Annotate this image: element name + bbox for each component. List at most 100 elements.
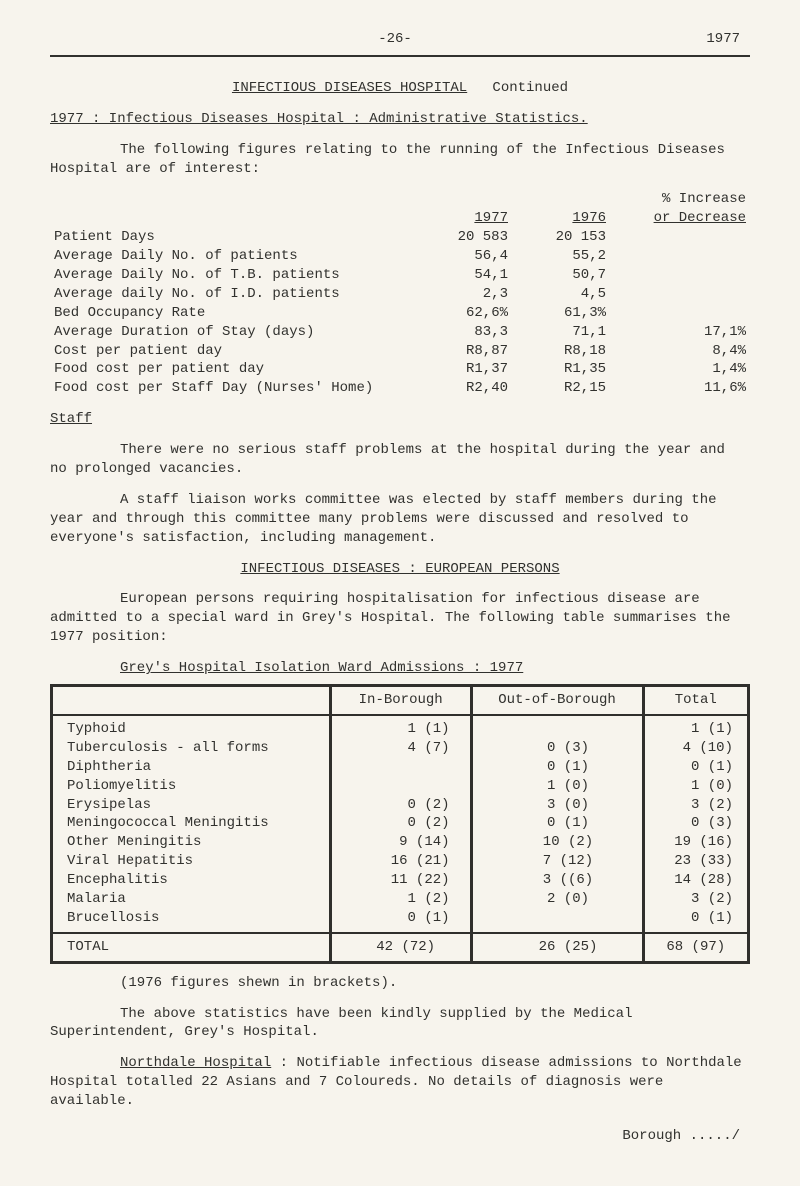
isolation-disease: Other Meningitis [52, 833, 331, 852]
stats-inc [610, 247, 750, 266]
header-year: 1977 [464, 30, 750, 49]
stats-1976: R2,15 [512, 379, 610, 398]
isolation-in [330, 777, 471, 796]
stats-row: Food cost per patient dayR1,37R1,351,4% [50, 360, 750, 379]
stats-label: Food cost per Staff Day (Nurses' Home) [50, 379, 414, 398]
isolation-in [330, 758, 471, 777]
table2-title: Grey's Hospital Isolation Ward Admission… [120, 659, 750, 678]
isolation-disease: Viral Hepatitis [52, 852, 331, 871]
title-line: INFECTIOUS DISEASES HOSPITAL Continued [50, 79, 750, 98]
stats-1977: R2,40 [414, 379, 512, 398]
stats-1976: R8,18 [512, 342, 610, 361]
isolation-total: 1 (0) [643, 777, 749, 796]
isolation-out: 0 (1) [471, 814, 643, 833]
isolation-disease: Encephalitis [52, 871, 331, 890]
stats-1976: 71,1 [512, 323, 610, 342]
isolation-row: Typhoid1 (1)1 (1) [52, 715, 749, 739]
isolation-total: 0 (1) [643, 758, 749, 777]
isolation-out [471, 715, 643, 739]
stats-inc: 8,4% [610, 342, 750, 361]
stats-inc: 17,1% [610, 323, 750, 342]
isolation-out [471, 909, 643, 933]
stats-row: Average Duration of Stay (days)83,371,11… [50, 323, 750, 342]
title-continued: Continued [492, 80, 568, 96]
stats-inc: 11,6% [610, 379, 750, 398]
staff-para-1: There were no serious staff problems at … [50, 441, 750, 479]
isolation-row: Diphtheria0 (1)0 (1) [52, 758, 749, 777]
northdale-label: Northdale Hospital [120, 1055, 271, 1071]
stats-head-1977: 1977 [474, 210, 508, 226]
stats-1976: R1,35 [512, 360, 610, 379]
isolation-out: 3 (0) [471, 796, 643, 815]
isolation-disease: Erysipelas [52, 796, 331, 815]
isolation-in: 1 (1) [330, 715, 471, 739]
isolation-row: Viral Hepatitis16 (21)7 (12)23 (33) [52, 852, 749, 871]
isolation-table: In-Borough Out-of-Borough Total Typhoid1… [50, 684, 750, 964]
isolation-out: 0 (1) [471, 758, 643, 777]
isolation-in: 0 (1) [330, 909, 471, 933]
isolation-total: 4 (10) [643, 739, 749, 758]
stats-head-inc1: % Increase [610, 190, 750, 209]
isolation-in: 11 (22) [330, 871, 471, 890]
staff-heading: Staff [50, 410, 750, 429]
stats-head-inc2: or Decrease [654, 210, 746, 226]
stats-row: Bed Occupancy Rate62,6%61,3% [50, 304, 750, 323]
header-spacer [50, 30, 326, 49]
stats-head-1976: 1976 [572, 210, 606, 226]
stats-row: Average daily No. of I.D. patients2,34,5 [50, 285, 750, 304]
isolation-total: 14 (28) [643, 871, 749, 890]
isolation-row: Other Meningitis9 (14)10 (2)19 (16) [52, 833, 749, 852]
section2-para: European persons requiring hospitalisati… [50, 590, 750, 647]
isolation-head-in: In-Borough [330, 686, 471, 715]
stats-label: Average Daily No. of patients [50, 247, 414, 266]
isolation-head-total: Total [643, 686, 749, 715]
isolation-row: Poliomyelitis1 (0)1 (0) [52, 777, 749, 796]
isolation-out: 2 (0) [471, 890, 643, 909]
staff-para-2: A staff liaison works committee was elec… [50, 491, 750, 548]
stats-label: Patient Days [50, 228, 414, 247]
isolation-row: Tuberculosis - all forms4 (7)0 (3)4 (10) [52, 739, 749, 758]
footnote-1: (1976 figures shewn in brackets). [120, 974, 750, 993]
stats-1977: 83,3 [414, 323, 512, 342]
isolation-disease: Meningococcal Meningitis [52, 814, 331, 833]
isolation-header-row: In-Borough Out-of-Borough Total [52, 686, 749, 715]
isolation-total: 0 (3) [643, 814, 749, 833]
intro-paragraph: The following figures relating to the ru… [50, 141, 750, 179]
stats-table: % Increase 1977 1976 or Decrease Patient… [50, 190, 750, 398]
stats-label: Average Daily No. of T.B. patients [50, 266, 414, 285]
stats-label: Food cost per patient day [50, 360, 414, 379]
isolation-total-in: 42 (72) [330, 933, 471, 962]
stats-row: Average Daily No. of patients56,455,2 [50, 247, 750, 266]
stats-inc [610, 228, 750, 247]
isolation-out: 0 (3) [471, 739, 643, 758]
isolation-disease: Tuberculosis - all forms [52, 739, 331, 758]
isolation-total-label: TOTAL [52, 933, 331, 962]
stats-1976: 61,3% [512, 304, 610, 323]
footnote-2: The above statistics have been kindly su… [50, 1005, 750, 1043]
page-header: -26- 1977 [50, 30, 750, 49]
isolation-out: 3 ((6) [471, 871, 643, 890]
stats-inc: 1,4% [610, 360, 750, 379]
section2-title: INFECTIOUS DISEASES : EUROPEAN PERSONS [50, 560, 750, 579]
stats-1977: 2,3 [414, 285, 512, 304]
stats-1977: 62,6% [414, 304, 512, 323]
isolation-total: 3 (2) [643, 796, 749, 815]
footer-continuation: Borough ...../ [50, 1127, 750, 1146]
isolation-disease: Typhoid [52, 715, 331, 739]
header-rule [50, 55, 750, 57]
stats-1976: 20 153 [512, 228, 610, 247]
isolation-out: 7 (12) [471, 852, 643, 871]
stats-1976: 4,5 [512, 285, 610, 304]
stats-1977: 56,4 [414, 247, 512, 266]
table2-title-text: Grey's Hospital Isolation Ward Admission… [120, 660, 523, 676]
isolation-total-total: 68 (97) [643, 933, 749, 962]
stats-label: Average daily No. of I.D. patients [50, 285, 414, 304]
stats-label: Cost per patient day [50, 342, 414, 361]
isolation-disease: Malaria [52, 890, 331, 909]
isolation-in: 0 (2) [330, 814, 471, 833]
subtitle-text: 1977 : Infectious Diseases Hospital : Ad… [50, 111, 588, 127]
isolation-disease: Brucellosis [52, 909, 331, 933]
isolation-head-out: Out-of-Borough [471, 686, 643, 715]
isolation-total: 0 (1) [643, 909, 749, 933]
northdale-para: Northdale Hospital : Notifiable infectio… [50, 1054, 750, 1111]
